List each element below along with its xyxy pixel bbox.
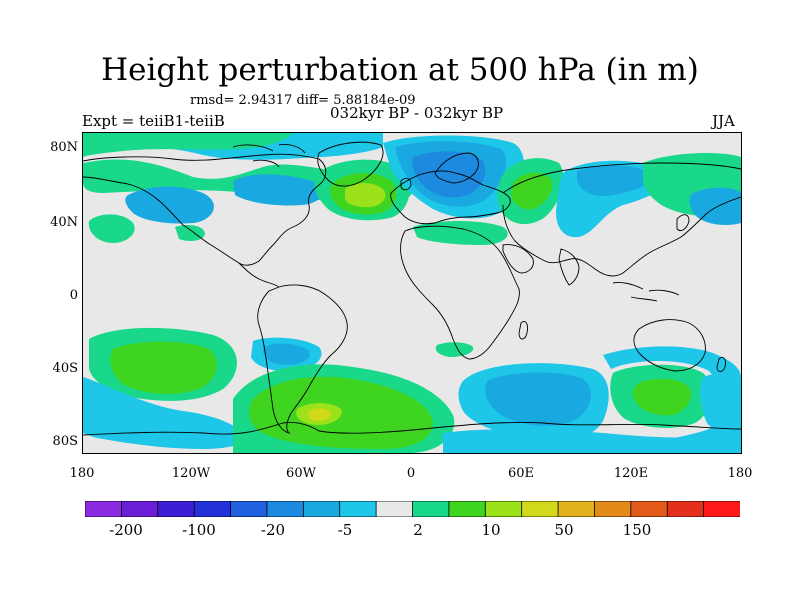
coastline-europe — [390, 170, 511, 225]
coastline-indonesia — [612, 282, 680, 302]
coastline-arctic-islands — [232, 144, 306, 168]
colorbar-swatch — [448, 501, 487, 517]
colorbar-swatch — [594, 501, 632, 517]
colorbar-swatch — [193, 501, 232, 517]
colorbar-label-0: -200 — [109, 521, 143, 539]
contour-cyan-westpacific — [700, 373, 741, 434]
colorbar-label-2: -20 — [260, 521, 286, 539]
colorbar-label-7: 150 — [622, 521, 652, 539]
contour-sky-eastasia — [689, 187, 741, 225]
lat-label-80n: 80N — [50, 140, 78, 155]
coastline-africa — [400, 225, 520, 360]
lon-label-60w: 60W — [286, 466, 316, 481]
lat-label-40n: 40N — [50, 215, 78, 230]
lon-label-120e: 120E — [613, 466, 649, 481]
contour-green-siberia — [511, 172, 552, 210]
coastline-arabia — [502, 244, 534, 274]
colorbar-label-3: -5 — [337, 521, 353, 539]
contour-sky-asia — [577, 165, 651, 197]
colorbar-swatch — [375, 501, 414, 517]
lat-label-40s: 40S — [52, 361, 78, 376]
coastline-madagascar — [518, 321, 528, 340]
lat-label-0: 0 — [69, 288, 78, 303]
coastline-antarctica — [83, 422, 741, 436]
period-label: 032kyr BP - 032kyr BP — [330, 104, 504, 122]
contour-cyan-antarctic — [443, 429, 741, 453]
experiment-label: Expt = teiiB1-teiiB — [82, 112, 225, 130]
coastline-south-america — [257, 284, 348, 434]
contour-green-southpacific — [110, 341, 217, 394]
coastline-layer — [83, 141, 741, 436]
lat-label-80s: 80S — [52, 434, 78, 449]
contour-sky-indianocean — [485, 372, 591, 426]
season-label: JJA — [712, 112, 735, 130]
contour-teal-southafrica — [435, 342, 474, 357]
coastline-japan — [676, 214, 690, 232]
contour-map — [83, 133, 741, 453]
coastline-asia — [502, 162, 741, 277]
contour-blue-europe — [412, 151, 486, 198]
colorbar-swatch — [557, 501, 596, 517]
lon-label-180w: 180 — [69, 466, 95, 481]
colorbar-label-5: 10 — [481, 521, 501, 539]
coastline-greenland — [317, 141, 384, 187]
coastline-new-zealand — [716, 356, 726, 372]
coastline-scandinavia — [434, 152, 479, 184]
contour-teal-northafrica — [413, 221, 508, 245]
coastline-central-america — [238, 262, 280, 288]
lon-label-180e: 180 — [727, 466, 753, 481]
contour-cyan-southpacific — [83, 377, 245, 449]
colorbar-label-1: -100 — [182, 521, 216, 539]
statistics-text: rmsd= 2.94317 diff= 5.88184e-09 — [190, 93, 416, 108]
colorbar-swatch — [484, 501, 523, 517]
colorbar-swatch — [703, 501, 740, 517]
contour-teal-pacific-small — [88, 214, 135, 243]
map-panel — [82, 132, 742, 454]
colorbar-swatch — [85, 501, 123, 517]
contour-sky-northpacific — [125, 186, 214, 224]
contour-yellow-southatlantic — [307, 408, 331, 421]
contour-sky-canada — [233, 174, 324, 206]
colorbar-label-4: 2 — [413, 521, 423, 539]
colorbar-swatch — [339, 501, 378, 517]
colorbar-swatch — [521, 501, 559, 517]
contour-lime-atlantic — [345, 183, 386, 208]
colorbar-swatch — [302, 501, 341, 517]
contour-sky-southamerica — [262, 343, 310, 365]
contour-fill-layer — [83, 133, 741, 453]
contour-teal-mexico — [175, 225, 205, 241]
map-title: Height perturbation at 500 hPa (in m) — [101, 52, 699, 88]
lon-label-0: 0 — [406, 466, 416, 481]
contour-teal-arctic-left — [83, 133, 293, 157]
lon-label-60e: 60E — [507, 466, 535, 481]
colorbar-swatch — [666, 501, 705, 517]
coastline-north-america — [83, 153, 327, 266]
coastline-australia — [633, 319, 706, 372]
coastline-india — [558, 248, 580, 286]
colorbar-label-6: 50 — [554, 521, 574, 539]
colorbar-swatch — [266, 501, 305, 517]
colorbar — [85, 501, 740, 517]
lon-label-120w: 120W — [171, 466, 211, 481]
colorbar-swatch — [230, 501, 268, 517]
colorbar-swatch — [412, 501, 450, 517]
coastline-uk — [400, 177, 412, 191]
colorbar-swatch — [630, 501, 669, 517]
contour-green-southaustralia — [632, 378, 692, 416]
colorbar-swatch — [120, 501, 159, 517]
colorbar-swatch — [157, 501, 196, 517]
